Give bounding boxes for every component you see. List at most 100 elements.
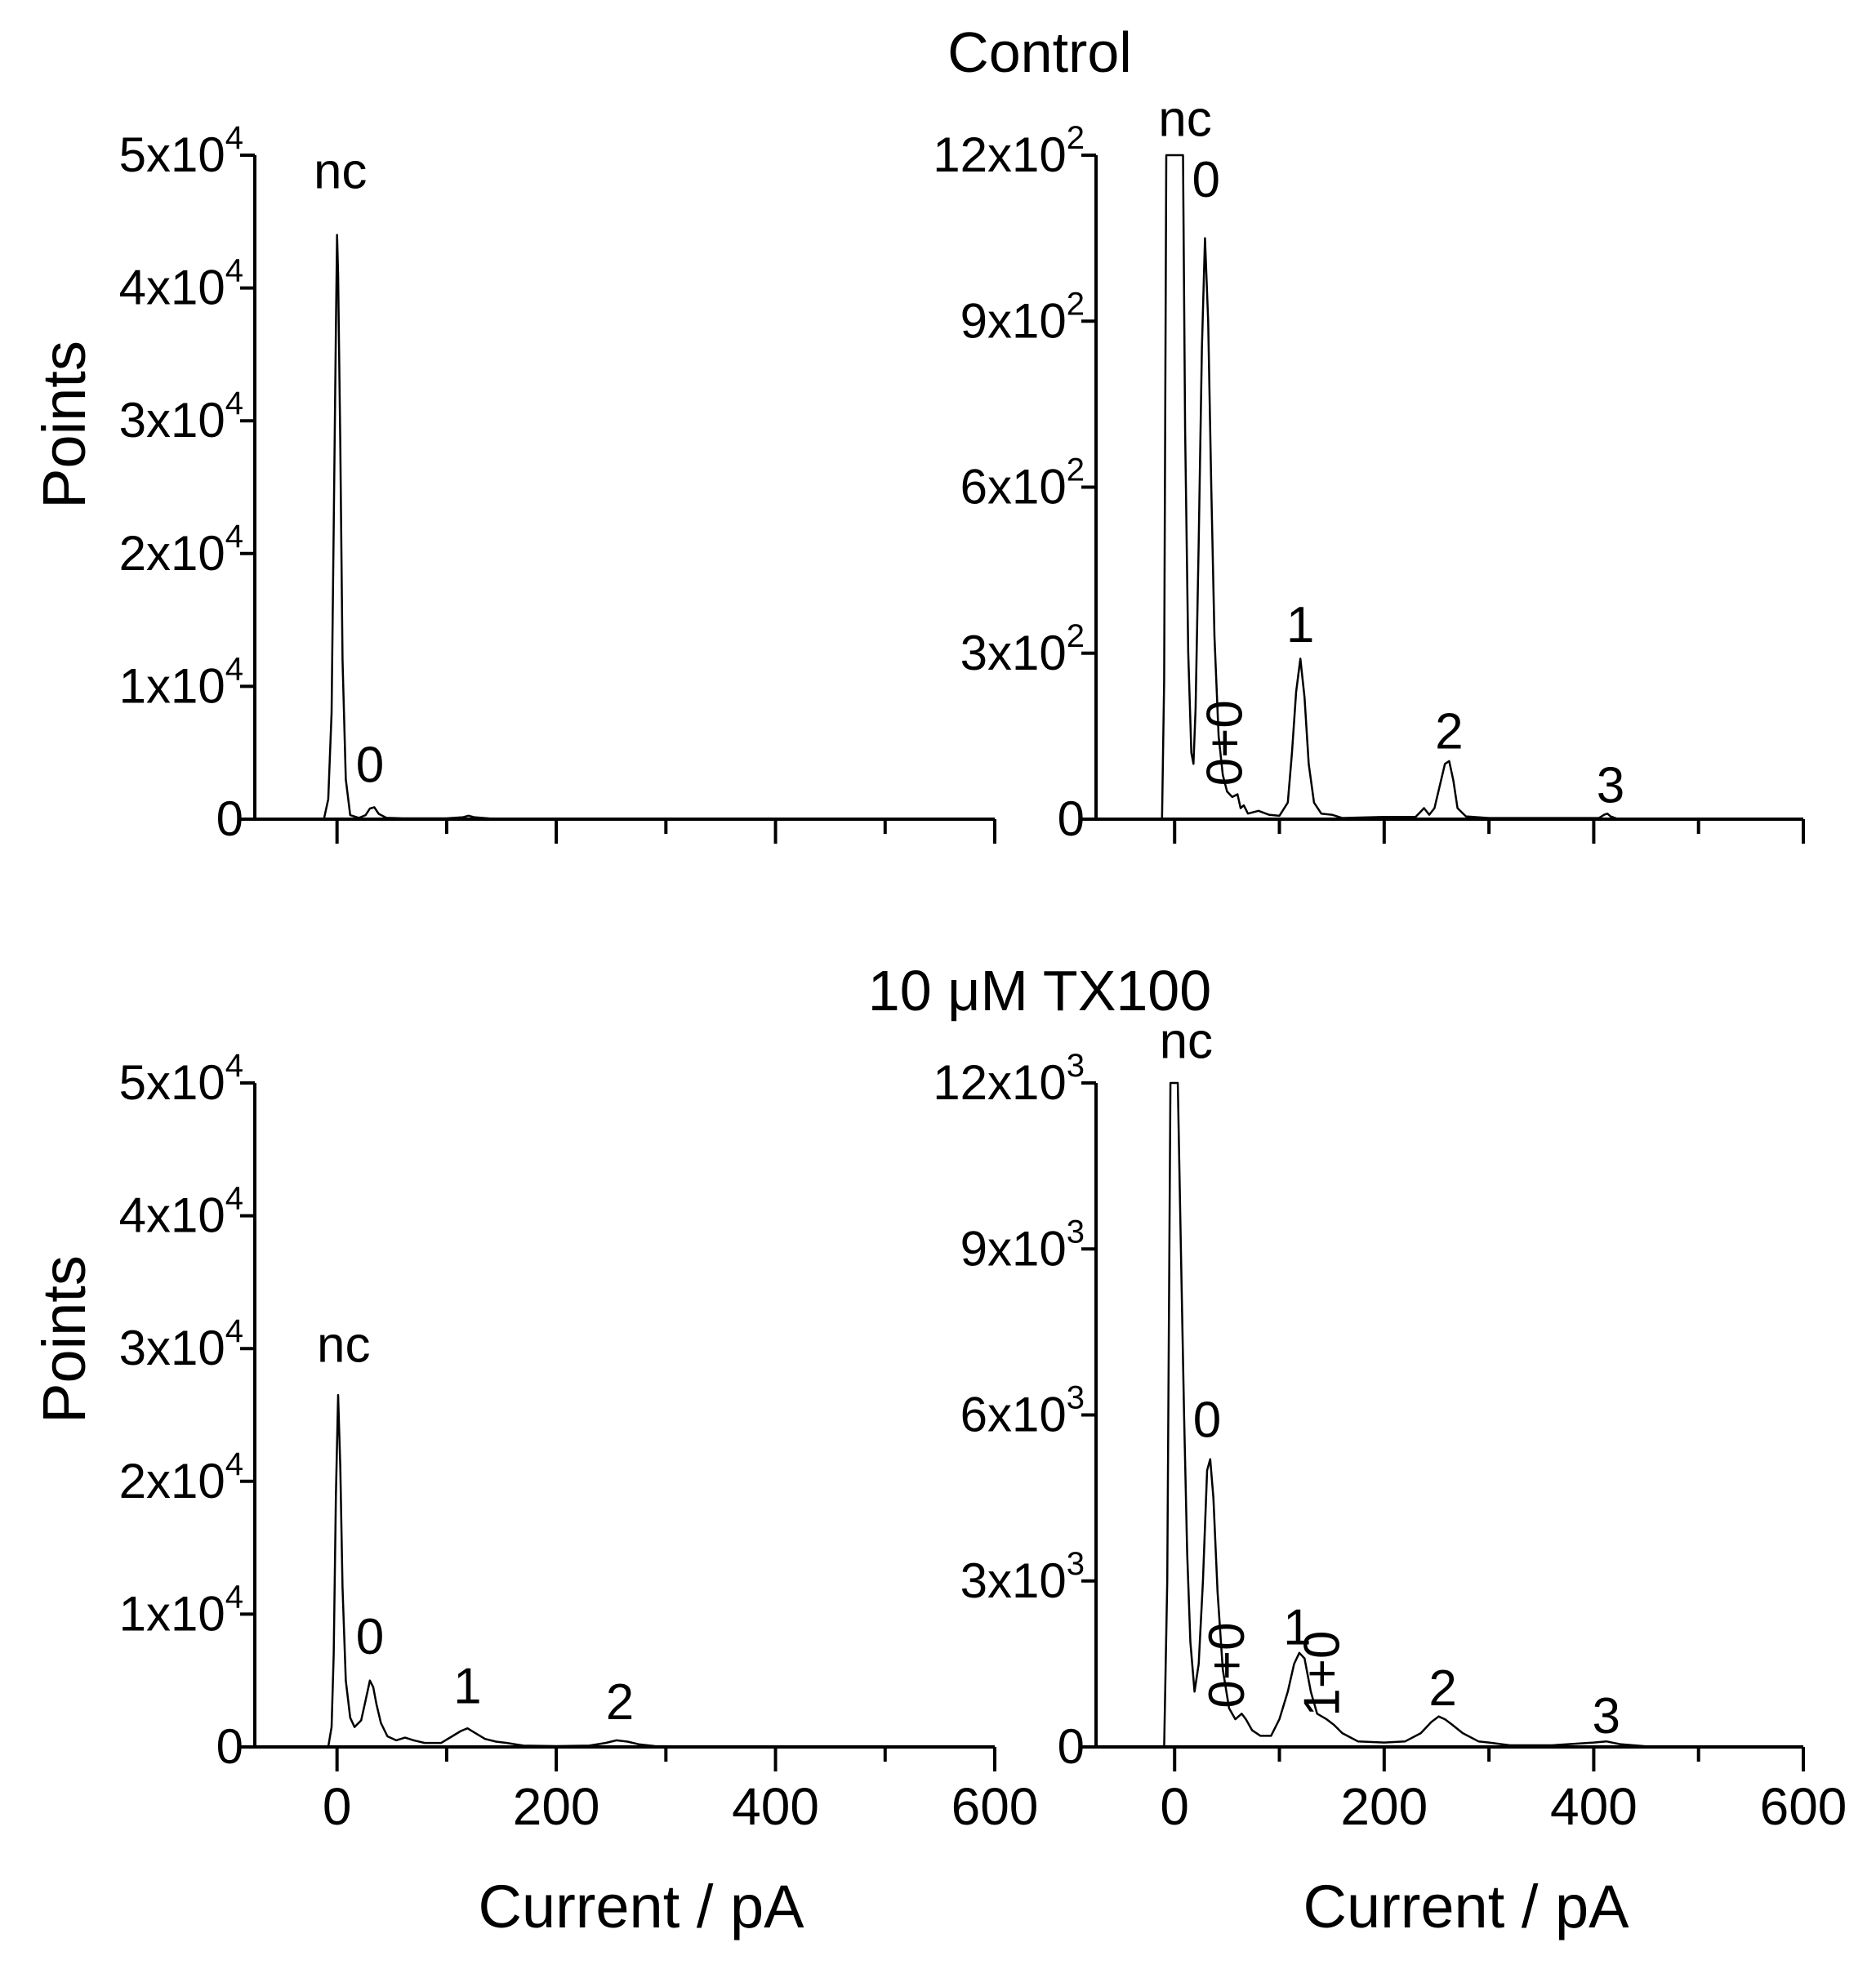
peak-label: 0+0 [1199, 1622, 1255, 1708]
y-tick-exponent: 2 [1067, 120, 1085, 156]
y-tick-exponent: 4 [225, 385, 243, 421]
peak-label: 0+0 [1196, 700, 1253, 786]
y-tick-mantissa: 6x10 [960, 1388, 1067, 1442]
y-tick-exponent: 4 [225, 253, 243, 289]
y-tick-label: 2x104 [119, 519, 243, 581]
peak-label: 2 [1428, 1660, 1456, 1717]
peak-label: 1 [1286, 597, 1314, 653]
y-tick-exponent: 4 [225, 1181, 243, 1217]
y-tick-mantissa: 12x10 [933, 127, 1066, 182]
title-control: Control [947, 20, 1132, 84]
y-tick-exponent: 4 [225, 651, 243, 687]
y-tick-mantissa: 3x10 [119, 1321, 225, 1375]
y-tick-mantissa: 1x10 [119, 658, 225, 713]
y-tick-mantissa: 9x10 [960, 293, 1067, 348]
y-tick-exponent: 2 [1067, 618, 1085, 654]
histogram-series-line [1096, 1081, 1804, 1749]
y-tick-exponent: 4 [225, 519, 243, 555]
peak-label: nc [314, 144, 367, 200]
x-tick-label: 200 [513, 1777, 600, 1836]
histogram-series-line [1096, 154, 1804, 821]
x-axis-label: Current / pA [479, 1873, 805, 1940]
peak-label: 2 [1435, 703, 1463, 760]
y-tick-exponent: 4 [225, 1579, 243, 1615]
y-tick-label: 1x104 [119, 651, 243, 713]
y-tick-mantissa: 0 [1058, 791, 1085, 846]
y-axis-label: Points [30, 1255, 98, 1424]
y-tick-label: 6x102 [960, 452, 1085, 515]
peak-label: 1 [1283, 1600, 1311, 1656]
y-tick-mantissa: 9x10 [960, 1221, 1067, 1276]
peak-label: 0 [1192, 152, 1219, 208]
y-tick-exponent: 2 [1067, 286, 1085, 322]
y-tick-exponent: 4 [225, 1048, 243, 1084]
y-tick-label: 4x104 [119, 1181, 243, 1243]
y-tick-label: 3x103 [960, 1546, 1085, 1608]
y-tick-exponent: 4 [225, 120, 243, 156]
histogram-series-line [255, 1393, 996, 1749]
y-tick-mantissa: 0 [216, 1719, 243, 1774]
peak-label: nc [317, 1317, 370, 1373]
y-tick-label: 6x103 [960, 1380, 1085, 1442]
y-tick-exponent: 2 [1067, 452, 1085, 488]
title-tx100: 10 μM TX100 [868, 959, 1211, 1023]
peak-label: 0 [356, 1609, 384, 1665]
peak-label: 3 [1597, 758, 1624, 814]
x-tick-label: 0 [1160, 1777, 1189, 1836]
y-tick-mantissa: 4x10 [119, 1188, 225, 1243]
y-tick-label: 0 [216, 791, 243, 846]
y-tick-label: 4x104 [119, 253, 243, 315]
x-tick-label: 400 [732, 1777, 819, 1836]
y-tick-mantissa: 5x10 [119, 1055, 225, 1110]
panel-tx100-zoom: 0 200 400 60003x1036x1039x10312x103Current … [933, 1014, 1847, 1940]
peak-label: 2 [606, 1674, 634, 1731]
y-tick-mantissa: 5x10 [119, 127, 225, 182]
x-tick-label: 600 [951, 1777, 1039, 1836]
y-tick-exponent: 3 [1067, 1048, 1085, 1084]
y-tick-label: 5x104 [119, 120, 243, 182]
y-tick-label: 0 [1058, 791, 1085, 846]
y-axis-label: Points [30, 341, 98, 509]
y-tick-mantissa: 3x10 [960, 1553, 1067, 1608]
y-tick-label: 0 [1058, 1719, 1085, 1774]
x-tick-label: 600 [1760, 1777, 1847, 1836]
peak-label: 1 [453, 1658, 481, 1714]
y-tick-exponent: 3 [1067, 1214, 1085, 1250]
peak-label: 0 [1193, 1392, 1221, 1449]
peak-label: 0 [356, 737, 384, 793]
peak-label: 1+0 [1294, 1631, 1351, 1717]
y-tick-label: 3x102 [960, 618, 1085, 680]
peak-label: nc [1160, 1014, 1213, 1070]
y-tick-mantissa: 6x10 [960, 460, 1067, 515]
x-axis-label: Current / pA [1303, 1873, 1630, 1940]
y-tick-exponent: 4 [225, 1446, 243, 1482]
y-tick-label: 9x103 [960, 1214, 1085, 1276]
y-tick-mantissa: 3x10 [960, 626, 1067, 680]
y-tick-label: 1x104 [119, 1579, 243, 1641]
y-tick-exponent: 3 [1067, 1380, 1085, 1416]
y-tick-label: 5x104 [119, 1048, 243, 1110]
panel-tx100-full: 0 200 400 60001x1042x1043x1044x1045x104Poin… [30, 1048, 1038, 1940]
y-tick-label: 2x104 [119, 1446, 243, 1508]
x-tick-label: 0 [323, 1777, 352, 1836]
y-tick-label: 0 [216, 1719, 243, 1774]
y-tick-exponent: 4 [225, 1313, 243, 1349]
y-tick-mantissa: 2x10 [119, 1454, 225, 1508]
y-tick-mantissa: 4x10 [119, 261, 225, 315]
y-tick-mantissa: 0 [216, 791, 243, 846]
y-tick-mantissa: 3x10 [119, 393, 225, 448]
y-tick-label: 12x102 [933, 120, 1085, 182]
y-tick-label: 9x102 [960, 286, 1085, 348]
y-tick-mantissa: 0 [1058, 1719, 1085, 1774]
y-tick-exponent: 3 [1067, 1546, 1085, 1582]
y-tick-label: 3x104 [119, 385, 243, 448]
y-tick-mantissa: 12x10 [933, 1055, 1066, 1110]
y-tick-label: 3x104 [119, 1313, 243, 1375]
peak-label: 3 [1593, 1688, 1620, 1744]
peak-label: nc [1158, 91, 1211, 147]
y-tick-mantissa: 1x10 [119, 1586, 225, 1641]
y-tick-label: 12x103 [933, 1048, 1085, 1110]
